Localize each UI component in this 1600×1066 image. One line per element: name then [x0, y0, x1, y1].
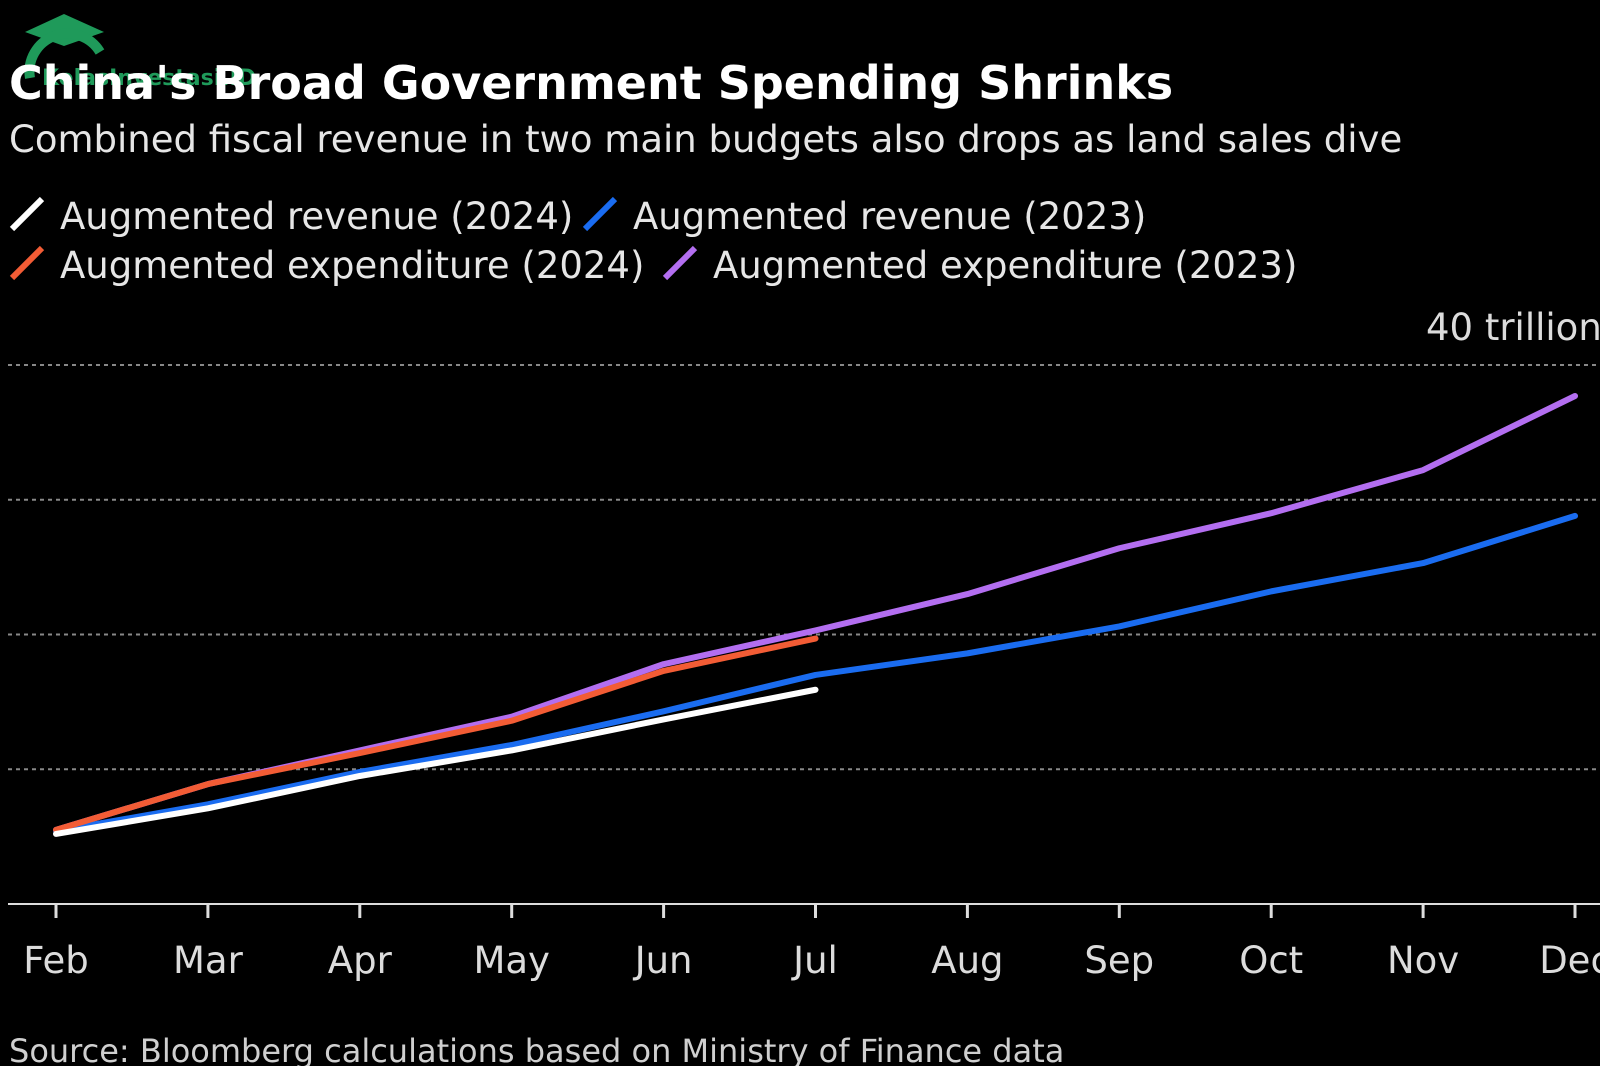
series-line — [53, 512, 1578, 835]
series-line — [53, 635, 819, 833]
x-tick-label: Dec — [1539, 939, 1600, 982]
series-line — [53, 686, 819, 837]
x-tick-label: Sep — [1084, 939, 1154, 982]
x-tick-label: Nov — [1387, 939, 1459, 982]
legend-swatch — [9, 196, 45, 232]
x-tick-label: Jun — [633, 939, 693, 982]
chart-title: China's Broad Government Spending Shrink… — [9, 56, 1173, 110]
x-tick-label: Mar — [173, 939, 244, 982]
x-tick-label: Oct — [1239, 939, 1303, 982]
legend-swatch — [582, 196, 618, 232]
x-tick-label: Aug — [931, 939, 1003, 982]
watermark-logo — [24, 14, 105, 79]
watermark: KelasInvestasi.ID — [42, 66, 256, 91]
chart-subtitle: Combined fiscal revenue in two main budg… — [9, 118, 1402, 161]
legend-swatch — [9, 245, 45, 281]
x-tick-label: Apr — [328, 939, 393, 982]
x-tick-label: Jul — [791, 939, 838, 982]
legend-label: Augmented expenditure (2023) — [713, 244, 1297, 287]
x-tick-label: Feb — [23, 939, 89, 982]
y-tick-label: 40 trillion — [1426, 306, 1600, 349]
source-note: Source: Bloomberg calculations based on … — [9, 1032, 1064, 1066]
legend-label: Augmented revenue (2023) — [633, 195, 1146, 238]
legend-label: Augmented revenue (2024) — [60, 195, 573, 238]
legend-label: Augmented expenditure (2024) — [60, 244, 644, 287]
legend-swatch — [662, 245, 698, 281]
x-tick-label: May — [473, 939, 550, 982]
